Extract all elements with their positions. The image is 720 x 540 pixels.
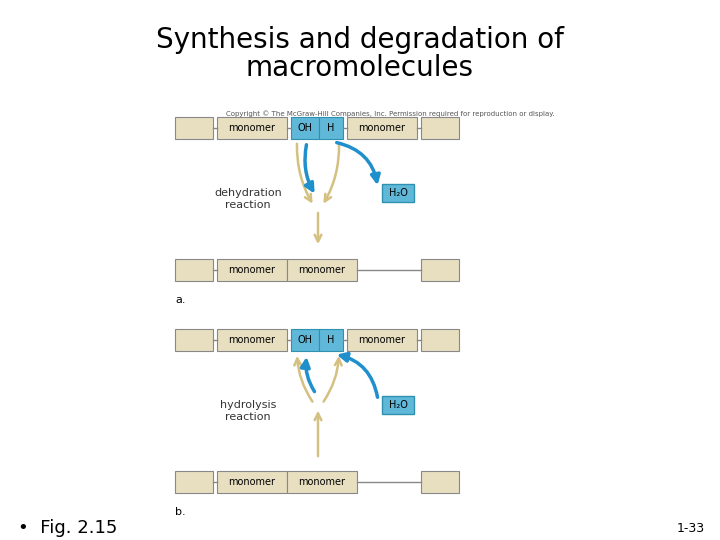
Text: monomer: monomer xyxy=(359,335,405,345)
Bar xyxy=(175,117,213,139)
Text: b.: b. xyxy=(175,507,186,517)
Text: •  Fig. 2.15: • Fig. 2.15 xyxy=(18,519,117,537)
Bar xyxy=(347,329,417,351)
Text: Copyright © The McGraw-Hill Companies, Inc. Permission required for reproduction: Copyright © The McGraw-Hill Companies, I… xyxy=(225,110,554,117)
Bar xyxy=(217,117,287,139)
Bar xyxy=(287,471,357,493)
Bar xyxy=(421,471,459,493)
Text: monomer: monomer xyxy=(299,477,346,487)
Bar xyxy=(175,329,213,351)
Text: macromolecules: macromolecules xyxy=(246,54,474,82)
Text: monomer: monomer xyxy=(359,123,405,133)
Bar xyxy=(347,117,417,139)
Bar xyxy=(291,117,319,139)
Text: monomer: monomer xyxy=(228,265,276,275)
Text: H: H xyxy=(328,123,335,133)
Bar xyxy=(382,396,414,414)
Bar xyxy=(382,184,414,202)
Bar xyxy=(217,329,287,351)
Bar xyxy=(175,471,213,493)
Bar xyxy=(217,259,287,281)
Text: hydrolysis
reaction: hydrolysis reaction xyxy=(220,400,276,422)
Bar xyxy=(291,329,319,351)
Text: Synthesis and degradation of: Synthesis and degradation of xyxy=(156,26,564,54)
Text: H: H xyxy=(328,335,335,345)
Text: monomer: monomer xyxy=(228,123,276,133)
Text: monomer: monomer xyxy=(228,477,276,487)
Bar xyxy=(217,471,287,493)
Text: a.: a. xyxy=(175,295,186,305)
Bar xyxy=(421,117,459,139)
Text: OH: OH xyxy=(297,335,312,345)
Text: 1-33: 1-33 xyxy=(677,522,705,535)
Bar xyxy=(421,329,459,351)
Text: H₂O: H₂O xyxy=(389,400,408,410)
Text: dehydration
reaction: dehydration reaction xyxy=(214,188,282,210)
Bar xyxy=(175,259,213,281)
Text: OH: OH xyxy=(297,123,312,133)
Bar xyxy=(319,329,343,351)
Bar xyxy=(319,117,343,139)
Text: monomer: monomer xyxy=(228,335,276,345)
Text: monomer: monomer xyxy=(299,265,346,275)
Bar xyxy=(421,259,459,281)
Bar xyxy=(287,259,357,281)
Text: H₂O: H₂O xyxy=(389,188,408,198)
